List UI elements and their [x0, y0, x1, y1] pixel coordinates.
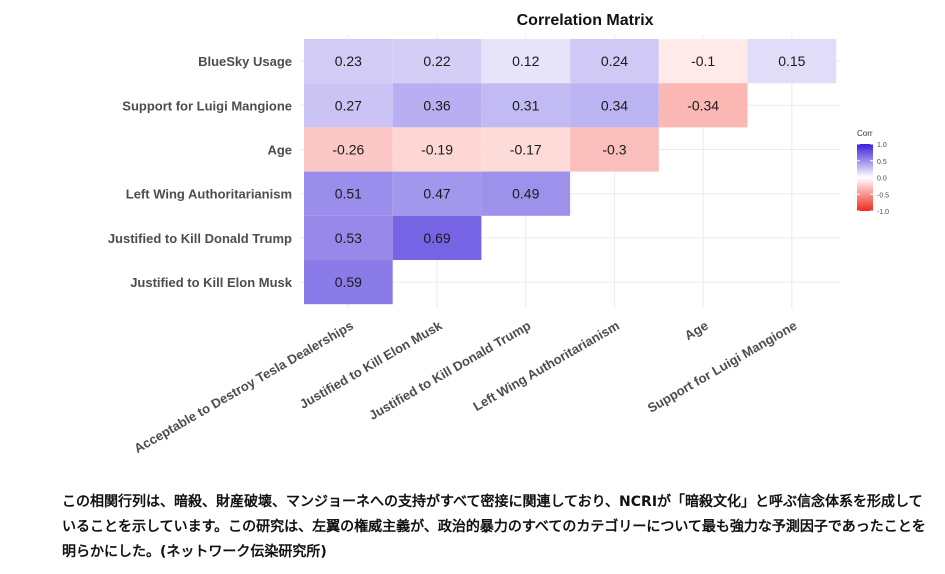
legend-colorbar: [857, 144, 873, 211]
legend-tick-label: -0.5: [877, 192, 889, 199]
heatmap-cell: [747, 39, 837, 84]
cell-value-label: -0.3: [602, 142, 626, 158]
heatmap-cell: [304, 83, 393, 128]
column-label: Justified to Kill Elon Musk: [297, 317, 445, 411]
heatmap-cell: [658, 39, 748, 84]
correlation-heatmap: Correlation Matrix 0.23 0.22 0.12 0.24 -0.1 0.…: [108, 12, 889, 456]
cell-value-label: -0.34: [687, 97, 719, 113]
caption-text: この相関行列は、暗殺、財産破壊、マンジョーネへの支持がすべて密接に関連しており、…: [62, 494, 926, 560]
row-label: Justified to Kill Elon Musk: [130, 275, 293, 290]
heatmap-cell: [481, 83, 571, 128]
heatmap-cell: [392, 171, 482, 216]
cell-value-label: -0.19: [421, 142, 453, 158]
cell-value-label: 0.31: [512, 97, 539, 113]
cell-value-label: 0.15: [778, 53, 805, 69]
heatmap-cell: [392, 215, 482, 260]
heatmap-cell: [304, 127, 393, 172]
cell-value-label: -0.17: [510, 142, 542, 158]
column-label: Left Wing Authoritarianism: [470, 318, 621, 414]
cell-value-label: 0.27: [335, 97, 362, 113]
heatmap-cell: [570, 127, 659, 172]
heatmap-cell: [481, 39, 571, 84]
cell-value-label: 0.12: [512, 53, 539, 69]
heatmap-cell: [304, 171, 393, 216]
heatmap-cell: [570, 83, 659, 128]
cell-value-label: 0.34: [601, 97, 628, 113]
heatmap-cell: [570, 39, 659, 84]
legend-tick-label: 0.5: [877, 159, 887, 166]
heatmap-cell: [304, 260, 393, 305]
heatmap-svg: Correlation Matrix 0.23 0.22 0.12 0.24 -0.1 0.…: [108, 12, 889, 456]
cell-value-label: 0.23: [335, 53, 362, 69]
legend-tick-label: 0.0: [877, 176, 887, 183]
heatmap-cell: [481, 127, 571, 172]
row-label: Justified to Kill Donald Trump: [108, 231, 292, 246]
row-label: Age: [267, 143, 292, 158]
heatmap-cell: [304, 39, 393, 84]
cell-value-label: -0.26: [332, 142, 364, 158]
legend-title: Corr: [857, 129, 873, 138]
legend-tick-label: -1.0: [877, 209, 889, 216]
heatmap-cell: [481, 171, 571, 216]
cell-value-label: 0.51: [335, 186, 362, 202]
cell-value-label: 0.49: [512, 186, 539, 202]
column-label: Justified to Kill Donald Trump: [366, 318, 533, 423]
column-label: Support for Luigi Mangione: [645, 318, 799, 416]
cell-value-label: 0.22: [423, 53, 450, 69]
heatmap-cell: [392, 83, 482, 128]
legend-tick-label: 1.0: [877, 142, 887, 149]
cell-value-label: 0.47: [423, 186, 450, 202]
row-label: Support for Luigi Mangione: [122, 98, 292, 113]
cell-value-label: 0.69: [423, 230, 450, 246]
heatmap-cell: [392, 39, 482, 84]
cell-value-label: 0.36: [423, 97, 450, 113]
heatmap-cell: [658, 83, 748, 128]
heatmap-cell: [304, 215, 393, 260]
row-label: BlueSky Usage: [198, 54, 292, 69]
cell-value-label: 0.59: [335, 274, 362, 290]
chart-title: Correlation Matrix: [517, 12, 654, 29]
cell-value-label: 0.53: [335, 230, 362, 246]
cell-value-label: -0.1: [691, 53, 715, 69]
row-label: Left Wing Authoritarianism: [126, 187, 292, 202]
column-label: Age: [682, 318, 711, 343]
heatmap-cell: [392, 127, 482, 172]
cell-value-label: 0.24: [601, 53, 628, 69]
